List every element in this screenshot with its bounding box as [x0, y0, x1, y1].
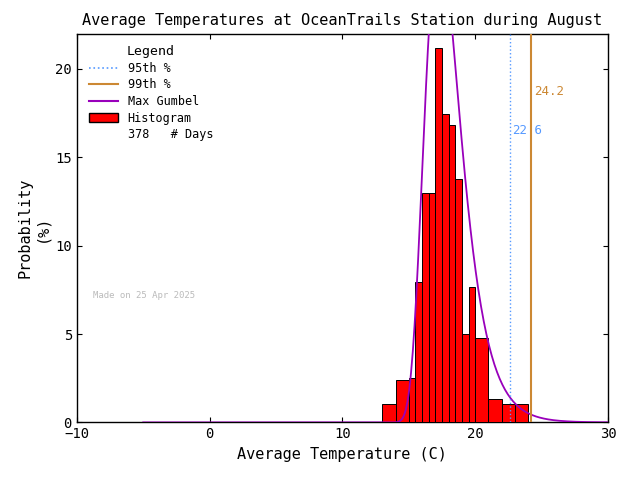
Bar — [442, 114, 449, 422]
Text: 24.2: 24.2 — [534, 85, 564, 98]
Y-axis label: Probability
(%): Probability (%) — [17, 178, 50, 278]
Legend: 95th %, 99th %, Max Gumbel, Histogram, 378   # Days: 95th %, 99th %, Max Gumbel, Histogram, 3… — [83, 39, 219, 147]
Bar — [488, 399, 502, 422]
X-axis label: Average Temperature (C): Average Temperature (C) — [237, 447, 447, 462]
Bar — [468, 287, 476, 422]
Bar — [449, 125, 455, 422]
Bar — [415, 282, 422, 422]
Title: Average Temperatures at OceanTrails Station during August: Average Temperatures at OceanTrails Stat… — [83, 13, 602, 28]
Bar — [429, 192, 435, 422]
Text: Made on 25 Apr 2025: Made on 25 Apr 2025 — [93, 291, 195, 300]
Bar — [422, 193, 429, 422]
Bar — [396, 380, 409, 422]
Bar — [515, 404, 529, 422]
Bar — [382, 404, 396, 422]
Bar — [435, 48, 442, 422]
Bar — [502, 404, 515, 422]
Bar — [409, 378, 415, 422]
Bar — [455, 179, 462, 422]
Text: 22.6: 22.6 — [512, 124, 541, 137]
Bar — [462, 334, 468, 422]
Bar — [476, 338, 488, 422]
